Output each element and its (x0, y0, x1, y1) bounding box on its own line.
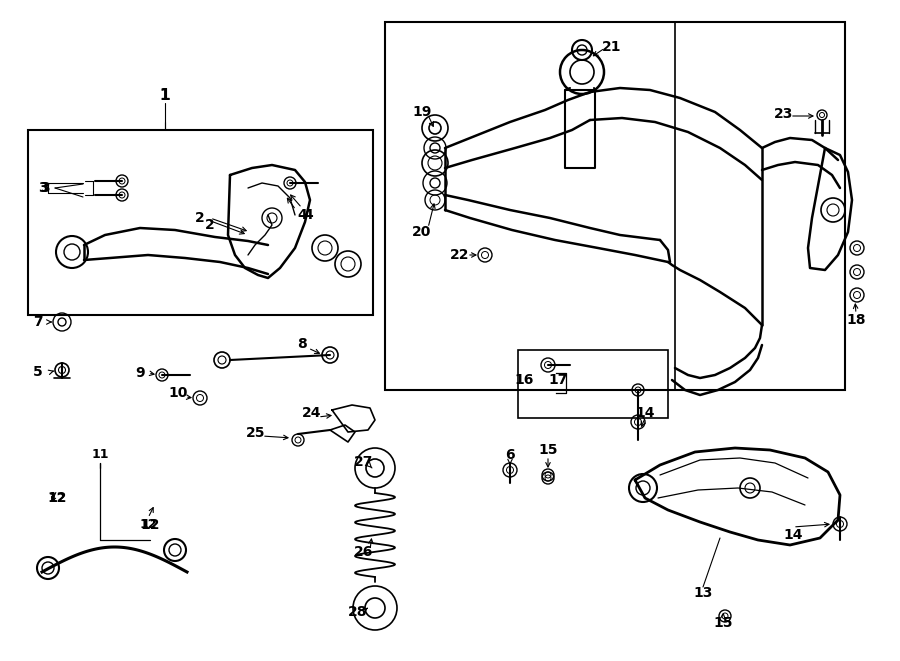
Text: 7: 7 (33, 315, 43, 329)
Text: 14: 14 (635, 406, 655, 420)
Text: 21: 21 (602, 40, 622, 54)
Bar (385, 22, 845, 390)
Text: 25: 25 (247, 426, 266, 440)
Text: 8: 8 (297, 337, 307, 351)
Text: 15: 15 (713, 616, 733, 630)
Text: 4: 4 (297, 208, 307, 222)
Text: 4: 4 (303, 208, 313, 222)
Bar (28, 130, 373, 315)
Text: 11: 11 (91, 449, 109, 461)
Text: 1: 1 (160, 87, 170, 102)
Text: 28: 28 (348, 605, 368, 619)
Text: 17: 17 (548, 373, 568, 387)
Text: 3: 3 (40, 181, 50, 195)
Text: 12: 12 (49, 492, 66, 504)
Text: 12: 12 (47, 491, 67, 505)
Text: 23: 23 (774, 107, 794, 121)
Text: 12: 12 (140, 518, 157, 531)
Text: 20: 20 (412, 225, 432, 239)
Text: 26: 26 (355, 545, 374, 559)
Text: 14: 14 (783, 528, 803, 542)
Text: 13: 13 (693, 586, 713, 600)
Text: 12: 12 (140, 518, 160, 532)
Text: 27: 27 (355, 455, 374, 469)
Text: 1: 1 (160, 87, 170, 102)
Text: 5: 5 (33, 365, 43, 379)
Text: 6: 6 (505, 448, 515, 462)
Text: 15: 15 (538, 443, 558, 457)
Text: 18: 18 (846, 313, 866, 327)
Bar (518, 350, 668, 418)
Text: 22: 22 (450, 248, 470, 262)
Text: 2: 2 (195, 211, 205, 225)
Text: 24: 24 (302, 406, 322, 420)
Bar (675, 22, 845, 390)
Text: 10: 10 (168, 386, 188, 400)
Text: 19: 19 (412, 105, 432, 119)
Text: 2: 2 (205, 218, 215, 232)
Text: 3: 3 (38, 181, 48, 195)
Text: 16: 16 (514, 373, 534, 387)
Text: 9: 9 (135, 366, 145, 380)
